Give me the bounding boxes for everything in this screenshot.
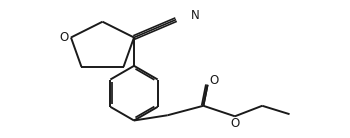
Text: O: O [59,31,68,44]
Text: O: O [230,117,239,130]
Text: O: O [209,74,218,87]
Text: N: N [191,9,199,22]
